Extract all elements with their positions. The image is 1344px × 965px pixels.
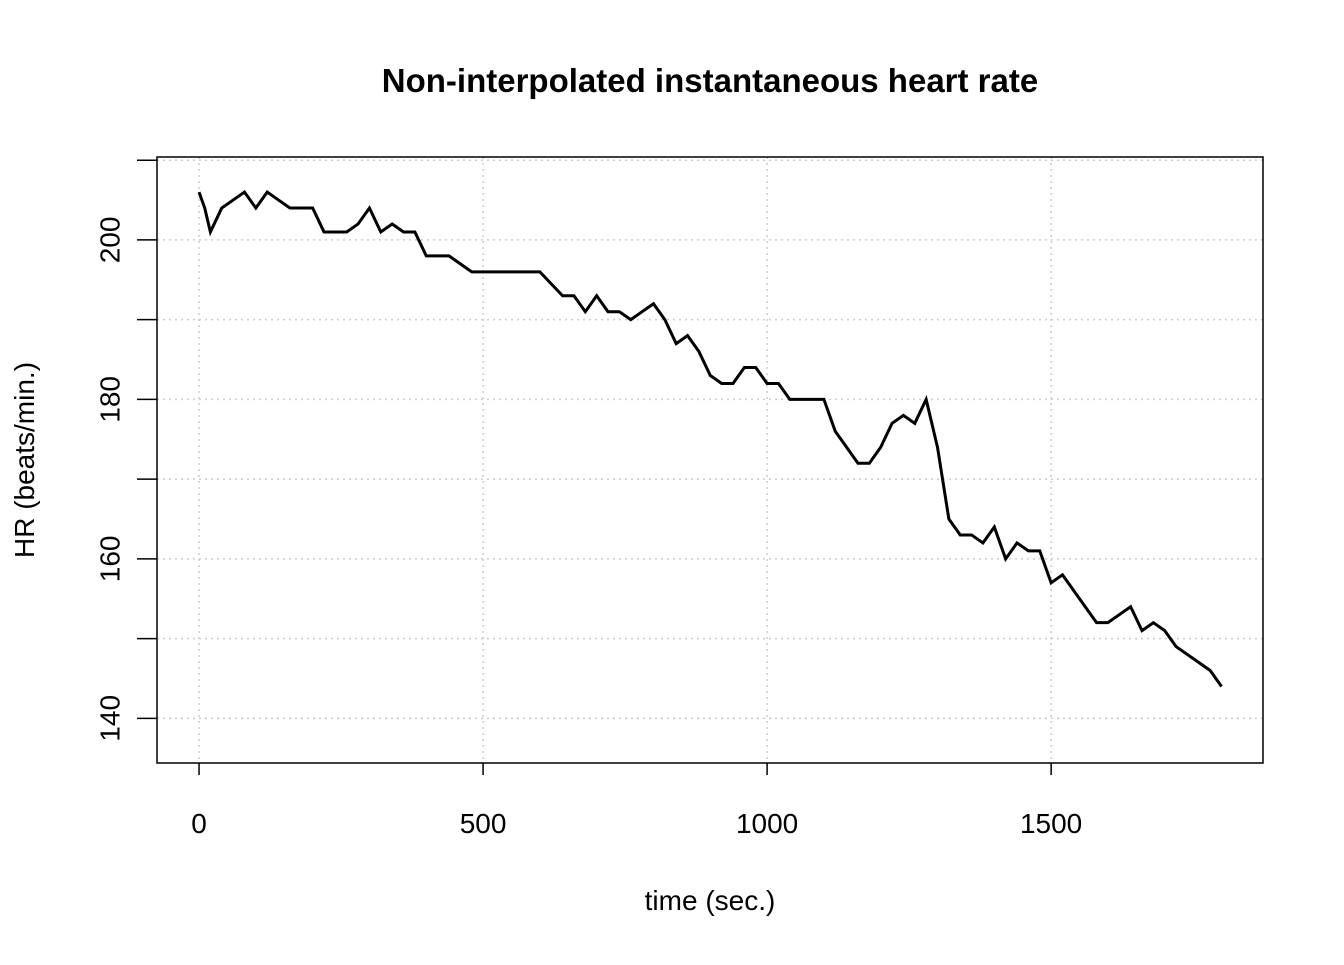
- y-tick-label: 180: [94, 376, 125, 423]
- x-tick-label: 1000: [736, 808, 798, 839]
- chart-title: Non-interpolated instantaneous heart rat…: [382, 62, 1038, 99]
- y-axis-label: HR (beats/min.): [9, 362, 40, 558]
- x-tick-label: 1500: [1020, 808, 1082, 839]
- x-axis-label: time (sec.): [645, 885, 776, 916]
- y-tick-label: 160: [94, 536, 125, 583]
- hr-line: [197, 190, 1223, 688]
- y-tick-label: 140: [94, 695, 125, 742]
- x-tick-label: 500: [460, 808, 507, 839]
- x-tick-label: 0: [191, 808, 207, 839]
- plot-frame: [156, 156, 1264, 764]
- y-tick-label: 200: [94, 217, 125, 264]
